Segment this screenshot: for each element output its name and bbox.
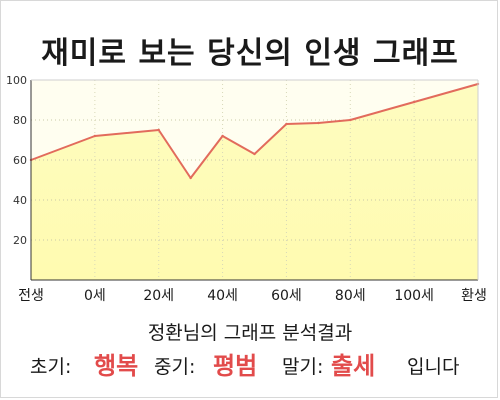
chart-title: 재미로 보는 당신의 인생 그래프: [41, 36, 459, 71]
x-tick-label: 환생: [461, 288, 487, 304]
middle-value: 평범: [213, 352, 258, 380]
data-point-5: [253, 152, 256, 156]
data-point-3: [189, 176, 192, 180]
data-point-8: [349, 118, 352, 122]
data-point-9: [412, 100, 416, 104]
data-point-6: [285, 122, 288, 126]
x-tick-label: 60세: [271, 288, 302, 304]
y-tick-label-20: 20: [13, 234, 27, 247]
y-tick-label-80: 80: [13, 114, 27, 127]
data-point-4: [221, 134, 224, 138]
analysis-heading: 정환님의 그래프 분석결과: [147, 322, 353, 344]
y-tick-label-40: 40: [13, 194, 27, 207]
x-tick-label: 0세: [83, 288, 106, 304]
x-tick-label: 100세: [394, 288, 434, 304]
late-label: 말기:: [282, 356, 324, 378]
early-value: 행복: [94, 352, 139, 380]
y-tick-label-100: 100: [6, 74, 27, 87]
analysis-summary: 초기: 행복 중기: 평범 말기: 출세 입니다: [0, 346, 500, 386]
x-tick-label: 80세: [334, 288, 366, 304]
ending-text: 입니다: [407, 356, 460, 378]
x-tick-label: 전생: [18, 288, 44, 304]
x-tick-label: 40세: [207, 288, 238, 304]
area-fill: [31, 84, 478, 280]
data-point-2: [157, 128, 160, 132]
life-graph-chart: 20 40 60 80 100: [6, 74, 480, 281]
middle-label: 중기:: [154, 356, 196, 378]
early-label: 초기:: [30, 356, 72, 378]
data-point-1: [93, 134, 97, 138]
late-value: 출세: [331, 352, 376, 380]
data-point-7: [317, 121, 320, 125]
x-tick-label: 20세: [143, 288, 175, 304]
y-tick-label-60: 60: [13, 154, 27, 167]
